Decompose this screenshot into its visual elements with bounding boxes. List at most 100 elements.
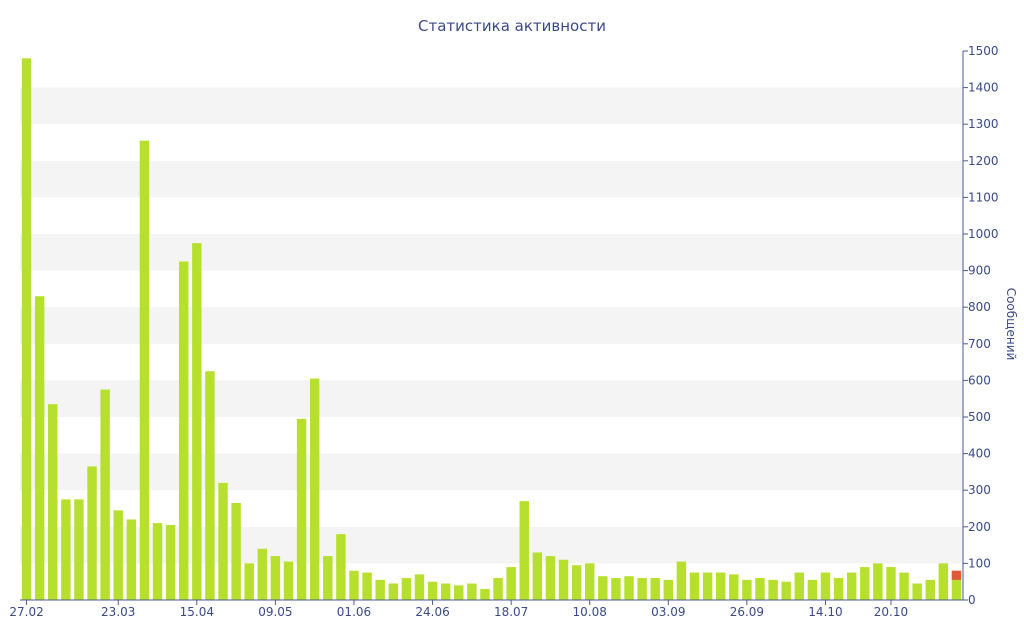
- bar: [34, 296, 45, 600]
- bar: [833, 578, 844, 600]
- grid-band: [20, 234, 963, 271]
- bar: [244, 563, 254, 600]
- bar: [886, 567, 896, 600]
- y-tick-label: 400: [968, 447, 991, 461]
- bar: [139, 140, 150, 601]
- bar: [440, 583, 451, 600]
- y-axis-label: Сообщений: [1004, 288, 1018, 361]
- bar: [296, 418, 307, 600]
- bar: [257, 548, 268, 600]
- bar: [100, 389, 110, 600]
- bar: [676, 561, 687, 600]
- bar: [506, 567, 516, 600]
- x-tick-label: 15.04: [180, 605, 214, 619]
- bar: [283, 561, 294, 600]
- bar: [270, 556, 281, 600]
- y-tick-label: 1400: [968, 81, 999, 95]
- bar: [585, 563, 595, 600]
- y-tick-label: 1500: [968, 44, 999, 58]
- bar: [218, 482, 228, 600]
- x-tick-label: 10.08: [573, 605, 607, 619]
- y-tick-label: 900: [968, 264, 991, 278]
- grid-bands: [20, 87, 963, 564]
- y-tick-label: 1200: [968, 154, 999, 168]
- bar: [637, 578, 647, 600]
- y-tick-label: 1300: [968, 117, 999, 131]
- x-tick-label: 23.03: [101, 605, 135, 619]
- bar: [571, 565, 582, 600]
- bar: [205, 371, 215, 600]
- bar: [532, 552, 543, 600]
- bar: [427, 581, 438, 600]
- bar: [860, 567, 870, 600]
- bar: [375, 579, 385, 600]
- bar: [742, 579, 752, 600]
- bar: [768, 579, 778, 600]
- bar: [493, 578, 503, 600]
- bar: [152, 523, 163, 600]
- y-tick-label: 300: [968, 483, 991, 497]
- bar: [192, 243, 202, 600]
- x-tick-label: 20.10: [874, 605, 908, 619]
- y-axis-ticks: 0 100 200 300 400 500 600 700 800 900 1000 1100 1200…: [963, 44, 999, 607]
- x-axis-ticks: 27.02 23.03 15.04 09.05 01.06 24.06 18.07 10.08…: [9, 600, 908, 619]
- y-tick-label: 600: [968, 373, 991, 387]
- bar: [650, 578, 660, 600]
- grid-band: [20, 526, 963, 564]
- bar: [611, 578, 621, 600]
- bar: [598, 576, 608, 600]
- bar: [21, 58, 32, 600]
- bars-group: [21, 58, 962, 601]
- x-tick-label: 14.10: [808, 605, 842, 619]
- bar: [820, 572, 831, 600]
- chart-title: Статистика активности: [418, 17, 606, 35]
- y-tick-label: 500: [968, 410, 991, 424]
- bar: [702, 572, 713, 600]
- bar: [846, 572, 857, 600]
- x-tick-label: 18.07: [494, 605, 528, 619]
- bar: [48, 404, 58, 600]
- y-tick-label: 0: [968, 593, 976, 607]
- y-tick-label: 1100: [968, 190, 999, 204]
- y-tick-label: 1000: [968, 227, 999, 241]
- bar: [781, 581, 791, 600]
- bar: [349, 570, 359, 600]
- bar: [179, 261, 189, 600]
- bar: [323, 556, 333, 600]
- bar: [401, 578, 412, 600]
- bar: [873, 563, 883, 600]
- grid-band: [20, 160, 963, 198]
- x-tick-label: 09.05: [258, 605, 292, 619]
- grid-band: [20, 307, 963, 344]
- grid-band: [20, 380, 963, 417]
- bar-highlight: [951, 570, 962, 580]
- bar: [61, 499, 71, 600]
- bar: [729, 574, 739, 600]
- bar: [87, 466, 97, 600]
- bar: [414, 574, 425, 600]
- bar: [519, 501, 529, 600]
- bar: [362, 572, 372, 600]
- bar: [545, 556, 556, 600]
- bar: [126, 519, 137, 600]
- bar: [794, 572, 804, 600]
- x-tick-label: 24.06: [415, 605, 449, 619]
- bar: [689, 572, 700, 600]
- y-tick-label: 700: [968, 337, 991, 351]
- grid-band: [20, 87, 963, 125]
- x-tick-label: 01.06: [337, 605, 371, 619]
- x-tick-label: 27.02: [9, 605, 43, 619]
- bar: [663, 579, 674, 600]
- y-tick-label: 100: [968, 556, 991, 570]
- bar: [454, 585, 464, 600]
- bar: [74, 499, 84, 600]
- x-tick-label: 03.09: [651, 605, 685, 619]
- bar: [899, 572, 909, 600]
- bar: [912, 583, 922, 600]
- bar: [715, 572, 726, 600]
- y-tick-label: 800: [968, 300, 991, 314]
- bar: [951, 570, 962, 600]
- bar: [480, 589, 490, 600]
